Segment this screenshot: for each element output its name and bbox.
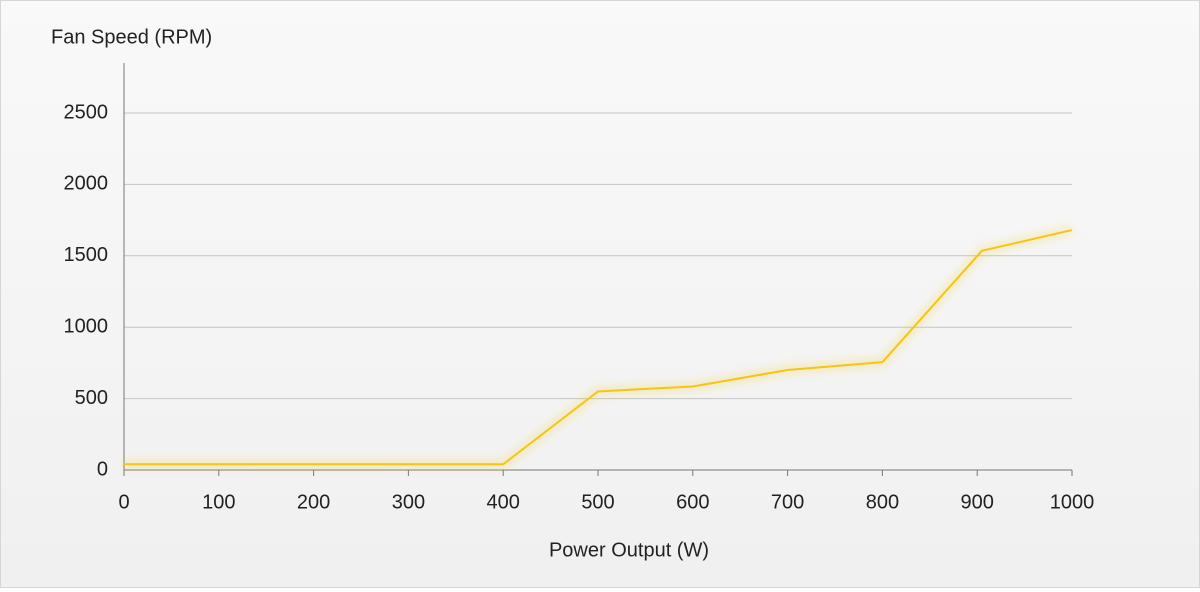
x-tick-label: 100 xyxy=(202,491,235,513)
x-tick-label: 900 xyxy=(961,491,994,513)
x-tick-label: 1000 xyxy=(1050,491,1095,513)
y-tick-label: 500 xyxy=(75,387,108,409)
y-tick-label: 0 xyxy=(97,458,108,480)
y-tick-label: 1500 xyxy=(64,244,109,266)
x-tick-label: 600 xyxy=(676,491,709,513)
x-tick-label: 200 xyxy=(297,491,330,513)
x-tick-label: 400 xyxy=(487,491,520,513)
line-series xyxy=(124,229,1073,466)
x-tick-label: 800 xyxy=(866,491,899,513)
x-tick-label: 700 xyxy=(771,491,804,513)
y-tick-label: 1000 xyxy=(64,315,109,337)
y-tick-label: 2000 xyxy=(64,173,109,195)
x-tick-label: 300 xyxy=(392,491,425,513)
x-axis-title: Power Output (W) xyxy=(549,539,709,561)
x-tick-label: 500 xyxy=(581,491,614,513)
y-axis-title: Fan Speed (RPM) xyxy=(51,26,212,48)
x-tick-label: 0 xyxy=(118,491,129,513)
y-tick-label: 2500 xyxy=(64,101,109,123)
